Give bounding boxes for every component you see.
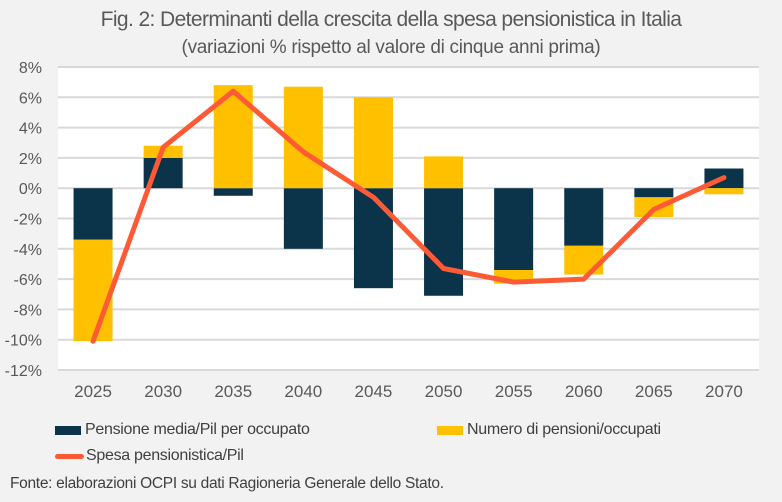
x-tick-label: 2025 [74,382,112,401]
y-tick-label: -4% [14,242,42,259]
y-tick-label: -6% [14,272,42,289]
bar-pensione-media-2060 [564,188,604,246]
bar-numero-pensioni-2060 [564,245,604,275]
chart-subtitle: (variazioni % rispetto al valore di cinq… [181,37,601,58]
bar-pensione-media-2035 [213,188,253,196]
x-tick-label: 2050 [425,382,463,401]
chart-title: Fig. 2: Determinanti della crescita dell… [100,8,682,31]
source-note: Fonte: elaborazioni OCPI su dati Ragione… [10,475,444,492]
x-tick-label: 2055 [495,382,533,401]
x-tick-label: 2040 [284,382,322,401]
x-axis-ticks: 2025 2030 2035 2040 2045 2050 2055 2060 2065 2070 [74,382,743,401]
bar-pensione-media-2050 [424,188,464,296]
y-tick-label: -10% [5,333,42,350]
bar-numero-pensioni-2050 [424,156,464,189]
y-axis-ticks: 8% 6% 4% 2% 0% -2% -4% -6% -8% -10% -12% [5,60,42,380]
legend-item-numero-pensioni: Numero di pensioni/occupati [437,421,661,439]
legend-label: Pensione media/Pil per occupato [85,421,310,438]
y-tick-label: -12% [5,363,42,380]
bar-pensione-media-2065 [634,188,674,198]
y-tick-label: 0% [19,181,42,198]
x-tick-label: 2035 [214,382,252,401]
line-spesa-pensionistica [90,88,727,344]
bar-numero-pensioni-2045 [353,97,393,189]
chart-canvas: 8%6%4%2%0%-2%-4%-6%-8%-10%-12% 2025 2030 2… [5,60,759,401]
legend-swatch-line [55,453,84,459]
legend-swatch-yellow [437,425,463,435]
bar-pensione-media-2040 [283,188,323,249]
bar-numero-pensioni-2025 [73,239,113,342]
y-tick-label: -2% [14,212,42,229]
line-series [90,88,727,344]
y-tick-label: 2% [19,151,42,168]
bar-pensione-media-2045 [353,188,393,289]
y-tick-label: -8% [14,302,42,319]
legend-swatch-dark [55,425,81,435]
y-tick-label: 4% [19,121,42,138]
x-tick-label: 2030 [144,382,182,401]
legend-label: Spesa pensionistica/Pil [86,447,244,464]
y-tick-label: 6% [19,90,42,107]
bar-pensione-media-2055 [494,188,534,271]
x-tick-label: 2070 [705,382,743,401]
x-tick-label: 2060 [565,382,603,401]
legend-item-spesa-pensionistica: Spesa pensionistica/Pil [55,447,244,465]
legend-label: Numero di pensioni/occupati [467,421,661,438]
bar-numero-pensioni-2070 [704,188,744,195]
x-tick-label: 2065 [635,382,673,401]
legend-item-pensione-media: Pensione media/Pil per occupato [55,421,310,439]
bar-pensione-media-2025 [73,188,113,240]
x-tick-label: 2045 [355,382,393,401]
y-tick-label: 8% [19,60,42,77]
